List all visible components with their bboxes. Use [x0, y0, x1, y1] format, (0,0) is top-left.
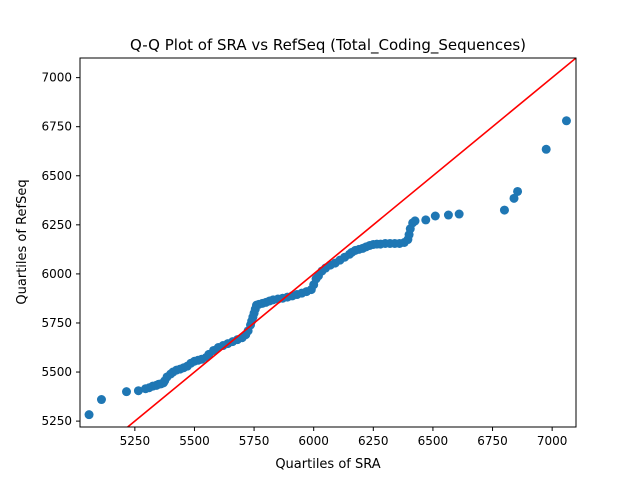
- reference-line: [126, 58, 576, 427]
- data-point: [421, 215, 431, 225]
- reference-line-layer: [126, 58, 576, 427]
- plot-frame: [79, 57, 577, 428]
- data-point: [513, 186, 523, 196]
- y-tick-label: 5750: [41, 316, 72, 330]
- x-tick-label: 6000: [298, 434, 329, 448]
- x-tick-label: 6500: [418, 434, 449, 448]
- data-point: [561, 116, 571, 126]
- data-point: [96, 395, 106, 405]
- x-tick-label: 5500: [179, 434, 210, 448]
- x-axis: 5250 5500 5750 6000 6250 6500 6750 7000: [120, 427, 568, 448]
- y-axis-label: Quartiles of RefSeq: [15, 179, 30, 304]
- y-tick-label: 6500: [41, 169, 72, 183]
- data-point: [430, 211, 440, 221]
- chart-title: Q-Q Plot of SRA vs RefSeq (Total_Coding_…: [130, 36, 526, 55]
- x-tick-label: 5750: [239, 434, 270, 448]
- plot-area: [79, 57, 577, 428]
- x-tick-label: 6750: [477, 434, 508, 448]
- x-axis-label: Quartiles of SRA: [275, 457, 380, 472]
- y-tick-label: 6250: [41, 218, 72, 232]
- y-tick-label: 5250: [41, 414, 72, 428]
- x-tick-label: 6250: [358, 434, 389, 448]
- data-point: [499, 205, 509, 215]
- data-point: [410, 216, 420, 226]
- data-points: [84, 116, 571, 420]
- data-point: [133, 386, 143, 396]
- x-tick-label: 5250: [120, 434, 151, 448]
- data-point: [122, 387, 131, 397]
- y-tick-label: 6750: [41, 120, 72, 134]
- data-point: [454, 209, 464, 219]
- y-tick-label: 6000: [41, 267, 72, 281]
- y-tick-label: 5500: [41, 365, 72, 379]
- data-point: [509, 193, 519, 203]
- data-point: [84, 410, 94, 420]
- y-tick-label: 7000: [41, 71, 72, 85]
- y-axis: 5250 5500 5750 6000 6250 6500 6750 7000: [41, 71, 80, 428]
- data-point: [443, 210, 453, 220]
- data-point: [541, 144, 551, 154]
- x-tick-label: 7000: [537, 434, 568, 448]
